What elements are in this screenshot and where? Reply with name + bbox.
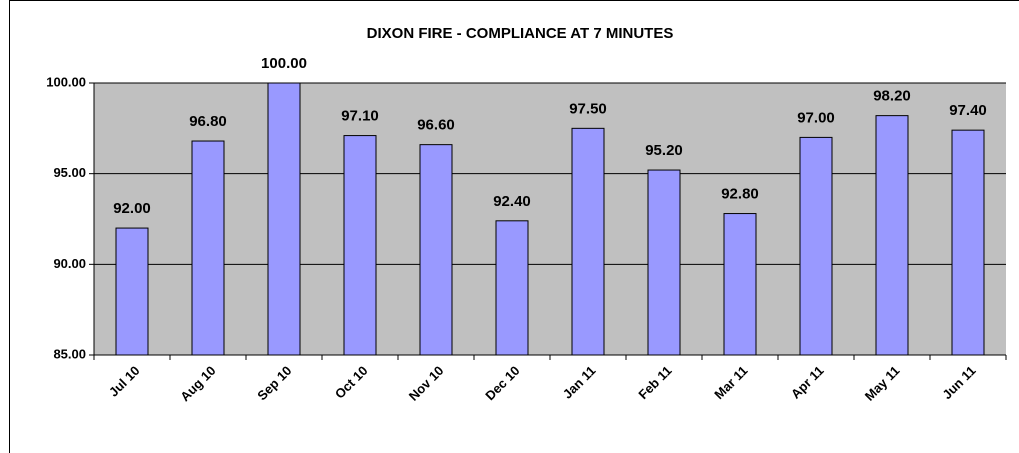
bar	[267, 82, 301, 356]
bar	[723, 213, 757, 356]
data-label: 97.00	[797, 109, 835, 126]
bar	[419, 144, 453, 356]
data-label: 95.20	[645, 142, 683, 159]
data-label: 92.80	[721, 186, 759, 203]
bar	[875, 115, 909, 356]
bar	[647, 169, 681, 356]
plot-area	[94, 83, 1006, 355]
data-label: 92.00	[113, 200, 151, 217]
bar	[191, 140, 225, 356]
y-tick-label: 95.00	[53, 165, 86, 180]
data-label: 97.10	[341, 108, 379, 125]
bar	[343, 135, 377, 356]
bar	[571, 127, 605, 356]
y-tick-label: 90.00	[53, 256, 86, 271]
bar	[799, 136, 833, 356]
data-label: 97.40	[949, 102, 987, 119]
data-label: 98.20	[873, 88, 911, 105]
bar	[115, 227, 149, 356]
data-label: 92.40	[493, 193, 531, 210]
bar	[951, 129, 985, 356]
data-label: 96.60	[417, 117, 455, 134]
chart-title: DIXON FIRE - COMPLIANCE AT 7 MINUTES	[367, 25, 674, 42]
y-tick-label: 85.00	[53, 346, 86, 361]
data-label: 97.50	[569, 100, 607, 117]
bar	[495, 220, 529, 356]
data-label: 100.00	[261, 55, 307, 72]
data-label: 96.80	[189, 113, 227, 130]
y-tick-label: 100.00	[46, 74, 86, 89]
